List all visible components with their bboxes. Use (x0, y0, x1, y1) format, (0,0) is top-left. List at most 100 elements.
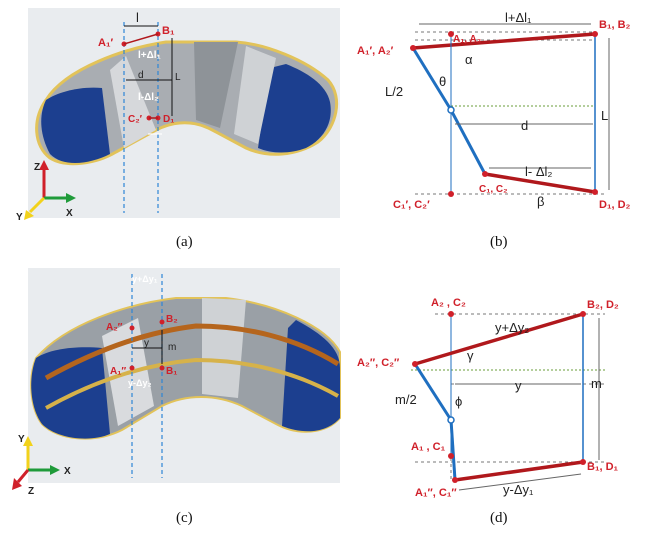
panel-a-figure: l A₁′ B₁ C₂′ D₁ l+Δl₁ L d l-Δl₂ Z Y X (16, 8, 340, 223)
light-segment-2 (234, 46, 276, 144)
axis-z-arrow-icon (12, 478, 22, 490)
label-a1-c1: A₁ , C₁ (411, 441, 446, 453)
label-b1-d1: B₁, D₁ (587, 461, 619, 473)
link-bottom-red (454, 460, 584, 482)
label-d: d (521, 118, 528, 133)
label-b2-d2: B₂, D₂ (587, 299, 619, 311)
label-beta: β (537, 194, 544, 209)
label-c1-c2: C₁, C₂ (479, 184, 508, 195)
point-b1-d1 (580, 459, 586, 465)
link-left-lower (449, 109, 487, 175)
axis-y (28, 196, 46, 214)
point-a1-c1 (448, 453, 454, 459)
point-b1-b2 (592, 31, 598, 37)
label-L: L (175, 72, 181, 83)
label-theta: θ (439, 74, 446, 89)
link-left-upper (411, 47, 453, 111)
point-a1pp-c1pp (452, 477, 458, 483)
label-a1p: A₁′ (98, 37, 113, 49)
axis-y-label: Y (18, 434, 25, 445)
label-a1pp: A₁″ (110, 366, 126, 377)
axis-x-arrow-icon (66, 193, 76, 203)
label-a2pp: A₂″ (106, 322, 123, 333)
light-segment-1 (110, 56, 156, 148)
orange-band-upper (44, 323, 340, 381)
panel-a: l A₁′ B₁ C₂′ D₁ l+Δl₁ L d l-Δl₂ Z Y X (6, 8, 346, 226)
label-a2pp-c2pp: A₂″, C₂″ (357, 357, 400, 369)
panel-d: A₂ , C₂ B₂, D₂ A₂″, C₂″ A₁ , C₁ B₁, D₁ A… (355, 284, 647, 506)
panel-c-figure: y+Δy₁ A₂″ B₂ A₁″ B₁ y m y-Δy₂ Y X Z (12, 268, 341, 497)
caption-b: (b) (490, 234, 508, 250)
link-top-red (414, 312, 584, 366)
label-l-plus: l+Δl₁ (138, 50, 161, 61)
axis-y-arrow-icon (23, 436, 33, 446)
axis-z-label: Z (28, 486, 34, 497)
label-y-minus: y-Δy₂ (128, 378, 151, 388)
point-b2 (159, 319, 165, 325)
label-alpha: α (465, 52, 473, 67)
panel-b: A₁′, A₂′ A₁, A₂ B₁, B₂ C₁′, C₂′ C₁, C₂ D… (355, 6, 647, 228)
panel-c: y+Δy₁ A₂″ B₂ A₁″ B₁ y m y-Δy₂ Y X Z (6, 268, 346, 498)
axis-x-label: X (64, 466, 71, 477)
link-bottom-red (484, 172, 596, 194)
label-l-plus: l+Δl₁ (505, 10, 532, 25)
link-top-red (412, 32, 596, 50)
point-c1p-c2p (448, 191, 454, 197)
label-a1p-a2p: A₁′, A₂′ (357, 45, 394, 57)
blue-end-cap-left (31, 347, 111, 439)
axis-y-label: Y (16, 212, 23, 223)
axis-x-label: X (66, 208, 73, 219)
label-l-minus: l-Δl₂ (138, 92, 159, 103)
yellow-band-lower (45, 357, 339, 410)
axis-z-label: Z (34, 162, 40, 173)
blue-end-cap-right (258, 64, 331, 153)
label-d1-d2: D₁, D₂ (599, 199, 631, 211)
label-L2: L/2 (385, 84, 403, 99)
mid-segment (194, 42, 238, 128)
label-y-plus: y+Δy₂ (495, 320, 529, 335)
label-m: m (591, 376, 602, 391)
label-b1-b2: B₁, B₂ (599, 19, 631, 31)
label-a2-c2: A₂ , C₂ (431, 297, 466, 309)
label-b2: B₂ (166, 314, 178, 325)
label-b1: B₁ (166, 366, 177, 377)
light-segment-2 (202, 298, 246, 398)
point-b1 (159, 365, 165, 371)
point-a1p-a2p (410, 45, 416, 51)
label-d: d (138, 70, 144, 81)
point-midpoint (447, 106, 455, 114)
point-a2pp (129, 325, 135, 331)
point-d1-d2 (592, 189, 598, 195)
label-l: l (136, 10, 139, 25)
axis-x-arrow-icon (50, 465, 60, 475)
link-top (123, 33, 159, 45)
point-midpoint (447, 416, 455, 424)
label-l-minus: l- Δl₂ (525, 164, 552, 179)
dim-y-minus-line (458, 473, 582, 491)
link-left-lower (449, 419, 457, 481)
label-c1p-c2p: C₁′, C₂′ (393, 199, 430, 211)
caption-a: (a) (176, 234, 193, 250)
point-b2-d2 (580, 311, 586, 317)
point-a2-c2 (448, 311, 454, 317)
point-a2pp-c2pp (412, 361, 418, 367)
label-a1-a2: A₁, A₂ (453, 34, 481, 45)
label-d1: D₁ (163, 114, 174, 125)
label-c2p: C₂′ (128, 114, 143, 125)
label-L: L (601, 108, 608, 123)
axis-y-arrow-icon (24, 210, 34, 220)
point-a1-a2 (448, 31, 454, 37)
point-c1-c2 (482, 171, 488, 177)
caption-d: (d) (490, 510, 508, 526)
panel-d-figure: A₂ , C₂ B₂, D₂ A₂″, C₂″ A₁ , C₁ B₁, D₁ A… (357, 297, 619, 499)
caption-c: (c) (176, 510, 193, 526)
label-phi: ϕ (455, 394, 462, 409)
label-a1pp-c1pp: A₁″, C₁″ (415, 487, 457, 499)
label-y-minus: y-Δy₁ (503, 482, 534, 497)
blue-end-cap-left (41, 87, 111, 164)
label-y: y (144, 338, 149, 349)
panel-b-figure: A₁′, A₂′ A₁, A₂ B₁, B₂ C₁′, C₂′ C₁, C₂ D… (357, 10, 631, 211)
label-m2: m/2 (395, 392, 417, 407)
point-a1pp (129, 365, 135, 371)
label-y: y (515, 378, 522, 393)
